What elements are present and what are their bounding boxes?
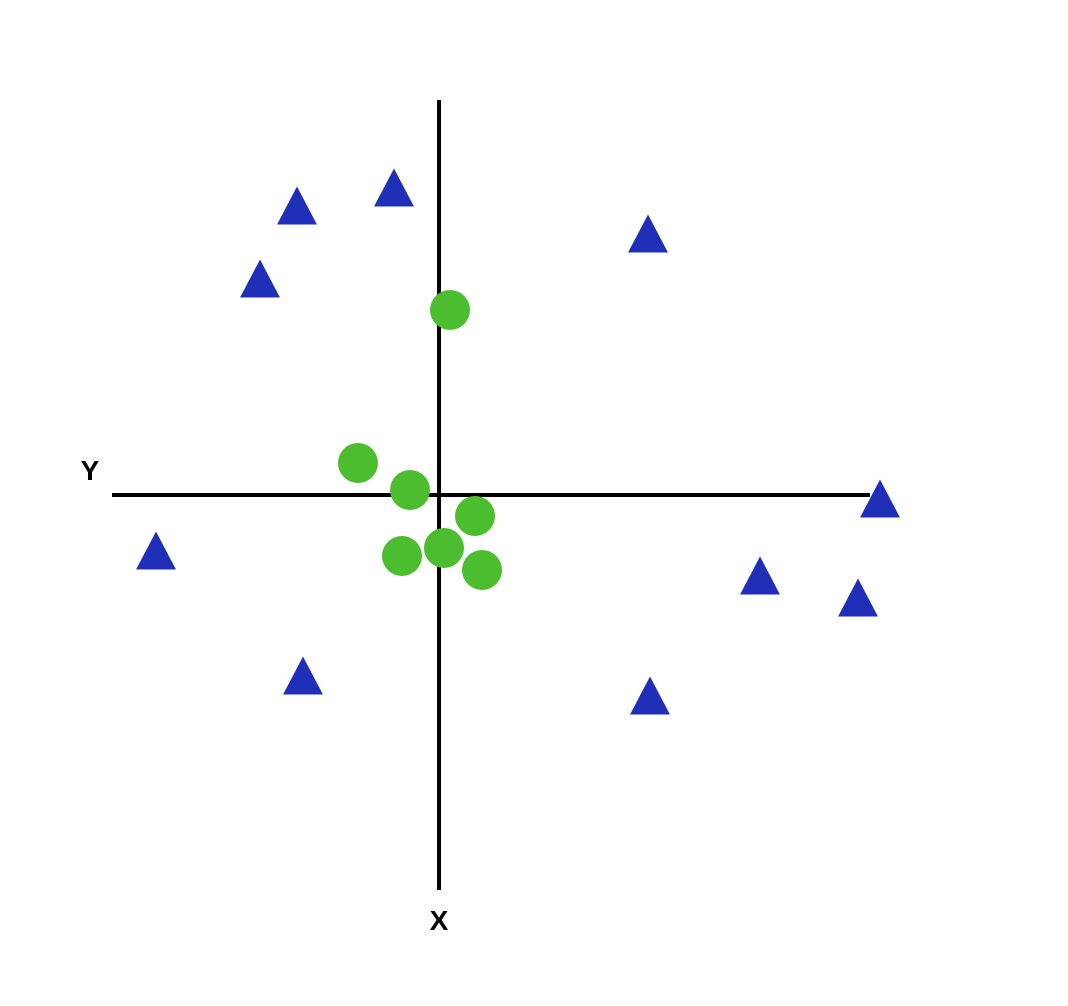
y-axis-label: Y bbox=[81, 455, 100, 486]
circle-marker bbox=[382, 536, 422, 576]
circle-marker bbox=[424, 528, 464, 568]
circle-marker bbox=[338, 443, 378, 483]
triangle-marker bbox=[628, 214, 668, 252]
circle-marker bbox=[430, 290, 470, 330]
x-axis-label: X bbox=[430, 905, 449, 936]
triangle-marker bbox=[630, 676, 670, 714]
triangle-marker bbox=[283, 656, 323, 694]
triangle-marker bbox=[374, 168, 414, 206]
triangle-marker bbox=[240, 259, 280, 297]
triangle-marker bbox=[838, 578, 878, 616]
circle-marker bbox=[462, 550, 502, 590]
triangle-marker bbox=[860, 479, 900, 517]
triangle-marker bbox=[740, 556, 780, 594]
scatter-plot: XY bbox=[0, 0, 1068, 1006]
triangle-marker bbox=[277, 186, 317, 224]
circle-marker bbox=[455, 496, 495, 536]
triangle-marker bbox=[136, 531, 176, 569]
circle-marker bbox=[390, 470, 430, 510]
